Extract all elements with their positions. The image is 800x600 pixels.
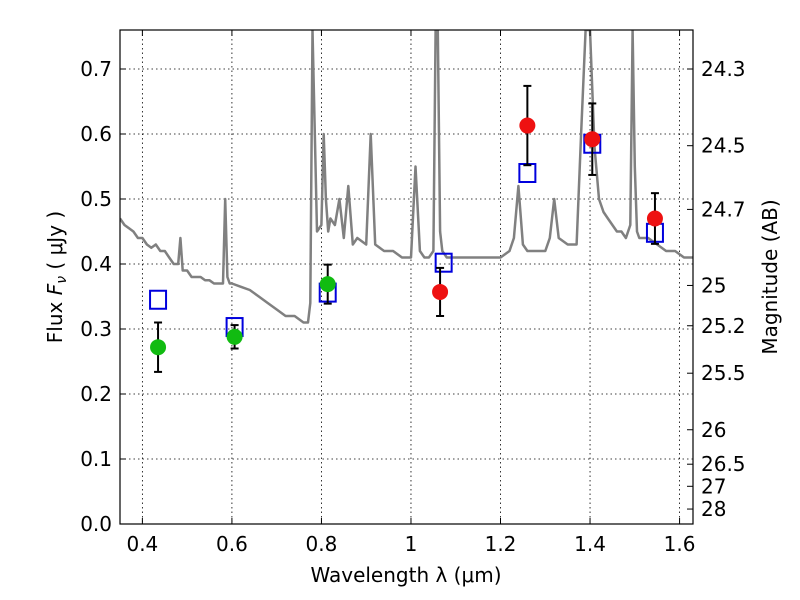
green-data-point	[319, 276, 336, 293]
x-tick-label: 0.4	[126, 532, 158, 556]
y-tick-label: 0.0	[80, 512, 112, 536]
right-tick-label: 26	[701, 418, 726, 442]
y-axis-label-symbol: F	[43, 283, 67, 295]
y-tick-label: 0.6	[80, 122, 112, 146]
right-tick-label: 24.7	[701, 197, 746, 221]
right-tick-label: 25	[701, 273, 726, 297]
green-data-point	[150, 339, 167, 356]
red-data-point	[646, 210, 663, 227]
y-tick-label: 0.7	[80, 57, 112, 81]
y-tick-label: 0.2	[80, 382, 112, 406]
x-axis-label: Wavelength λ (μm)	[310, 563, 501, 587]
right-axis-label: Magnitude (AB)	[758, 199, 782, 354]
y-tick-label: 0.1	[80, 447, 112, 471]
right-tick-label: 25.5	[701, 361, 746, 385]
right-tick-label: 24.3	[701, 57, 746, 81]
y-axis-label-subscript: ν	[54, 276, 70, 284]
right-tick-label: 26.5	[701, 452, 746, 476]
red-data-point	[432, 283, 449, 300]
model-flux-box	[518, 163, 537, 183]
red-data-point	[519, 117, 536, 134]
plot-frame	[119, 29, 694, 525]
model-sed-line	[120, 30, 693, 324]
y-tick-label: 0.3	[80, 317, 112, 341]
axes: 0.4 0.6 0.8 1 1.2 1.4 1.6 0.0 0.1 0.2 0.3 0.4 0.5 0.6…	[80, 29, 746, 556]
model-flux-box	[149, 289, 168, 310]
x-tick-label: 0.6	[216, 532, 248, 556]
y-axis-label-suffix: ( μJy )	[43, 211, 67, 276]
green-data-point	[226, 328, 243, 345]
x-tick-label: 1.6	[664, 532, 696, 556]
y-tick-label: 0.4	[80, 252, 112, 276]
x-tick-label: 1.2	[485, 532, 517, 556]
grid	[120, 30, 693, 525]
x-tick-label: 1	[405, 532, 418, 556]
model-flux-box	[434, 252, 453, 273]
plot-area	[120, 30, 693, 373]
x-tick-label: 1.4	[574, 532, 606, 556]
x-tick-label: 0.8	[306, 532, 338, 556]
right-tick-label: 25.2	[701, 314, 746, 338]
red-data-point	[584, 131, 601, 148]
y-tick-label: 0.5	[80, 187, 112, 211]
right-tick-label: 28	[701, 497, 726, 521]
y-axis-label: Flux Fν ( μJy )	[43, 211, 70, 343]
right-tick-label: 27	[701, 474, 726, 498]
right-tick-label: 24.5	[701, 134, 746, 158]
y-axis-label-prefix: Flux	[43, 295, 67, 343]
